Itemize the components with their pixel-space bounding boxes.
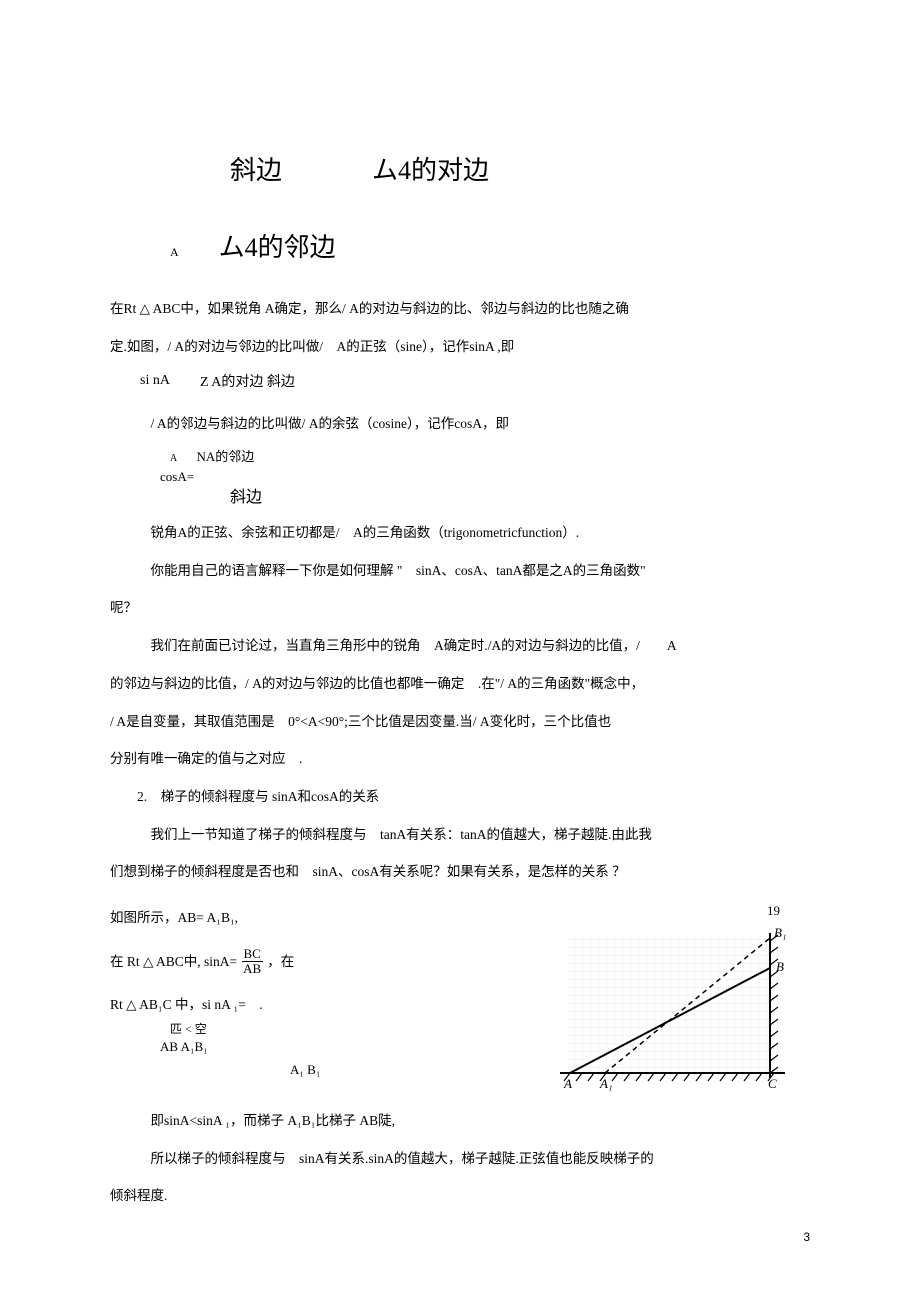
diagram-label-B: B xyxy=(776,959,784,974)
paragraph-3: 锐角A的正弦、余弦和正切都是/ A的三角函数（trigonometricfunc… xyxy=(110,518,810,548)
a-superscript: A xyxy=(170,245,179,260)
paragraph-2: / A的邻边与斜边的比叫做/ A的余弦（cosine），记作cosA，即 xyxy=(110,409,810,439)
left-column: 如图所示，AB= A₁B₁, 在 Rt △ ABC中, sinA= BC AB … xyxy=(110,903,530,1098)
rt-abc-den: AB xyxy=(241,962,263,976)
hypotenuse-label: 斜边 xyxy=(230,150,282,187)
line-ab: 如图所示，AB= A₁B₁, xyxy=(110,910,238,925)
pi-kong: 匹 < 空 xyxy=(170,1022,530,1038)
paragraph-8: 分别有唯一确定的值与之对应 . xyxy=(110,744,810,774)
rt-abc-post: ，在 xyxy=(267,947,294,977)
paragraph-4b: 呢？ xyxy=(110,593,810,623)
cos-bot: 斜边 xyxy=(230,486,810,510)
diagram-label-A: A xyxy=(563,1076,572,1091)
rt-ab1c: Rt △ AB₁C 中，si nA ₁= . xyxy=(110,990,530,1020)
triangle-labels-top: 斜边 ム4的对边 xyxy=(230,150,810,187)
page-number: 3 xyxy=(803,1230,810,1244)
opposite-label: ム4的对边 xyxy=(372,150,489,187)
sin-right: Z A的对边 斜边 xyxy=(200,371,295,391)
adjacent-label: ム4的邻边 xyxy=(219,227,336,264)
sin-left: si nA xyxy=(140,373,170,389)
paragraph-10: 们想到梯子的倾斜程度是否也和 sinA、cosA有关系呢？如果有关系，是怎样的关… xyxy=(110,857,810,887)
diagram-label-B1: B₁ xyxy=(774,925,786,940)
nineteen: 19 xyxy=(550,903,810,919)
paragraph-12: 所以梯子的倾斜程度与 sinA有关系.sinA的值越大，梯子越陡.正弦值也能反映… xyxy=(110,1144,810,1174)
rt-abc-frac: BC AB xyxy=(241,947,263,977)
paragraph-1a: 在Rt △ ABC中，如果锐角 A确定，那么/ A的对边与斜边的比、邻边与斜边的… xyxy=(110,294,810,324)
diagram-label-C: C xyxy=(768,1076,777,1091)
sin-formula: si nA Z A的对边 斜边 xyxy=(140,371,810,391)
rt-abc-pre: 在 Rt △ ABC中, sinA= xyxy=(110,947,237,977)
paragraph-11: 即sinA<sinA ₁，而梯子 A₁B₁比梯子 AB陡, xyxy=(110,1106,810,1136)
ab-ab1: AB A₁B₁ xyxy=(160,1038,530,1056)
triangle-labels-bottom: A ム4的邻边 xyxy=(170,227,810,264)
a1b1: A₁ B₁ xyxy=(290,1062,530,1078)
cos-top-a: A xyxy=(170,453,177,464)
rt-abc-num: BC xyxy=(242,947,263,962)
paragraph-9: 我们上一节知道了梯子的倾斜程度与 tanA有关系：tanA的值越大，梯子越陡.由… xyxy=(110,820,810,850)
paragraph-13: 倾斜程度. xyxy=(110,1181,810,1211)
paragraph-1b: 定.如图，/ A的对边与邻边的比叫做/ A的正弦（sine），记作sinA ,即 xyxy=(110,332,810,362)
diagram-label-A1: A₁ xyxy=(599,1076,612,1091)
lower-section: 如图所示，AB= A₁B₁, 在 Rt △ ABC中, sinA= BC AB … xyxy=(110,903,810,1098)
right-column: 19 xyxy=(550,903,810,1098)
cos-left: cosA= xyxy=(160,467,810,487)
paragraph-4: 你能用自己的语言解释一下你是如何理解 " sinA、cosA、tanA都是之A的… xyxy=(110,556,810,586)
paragraph-5: 我们在前面已讨论过，当直角三角形中的锐角 A确定时./A的对边与斜边的比值，/ … xyxy=(110,631,810,661)
cos-top: NA的邻边 xyxy=(196,449,254,464)
cos-formula: A NA的邻边 cosA= 斜边 xyxy=(160,447,810,510)
paragraph-6: 的邻边与斜边的比值，/ A的对边与邻边的比值也都唯一确定 .在"/ A的三角函数… xyxy=(110,669,810,699)
paragraph-7: / A是自变量，其取值范围是 0°<A<90°;三个比值是因变量.当/ A变化时… xyxy=(110,707,810,737)
heading-2: 2. 梯子的倾斜程度与 sinA和cosA的关系 xyxy=(110,782,810,812)
ladder-diagram: A A₁ C B B₁ xyxy=(550,923,800,1093)
